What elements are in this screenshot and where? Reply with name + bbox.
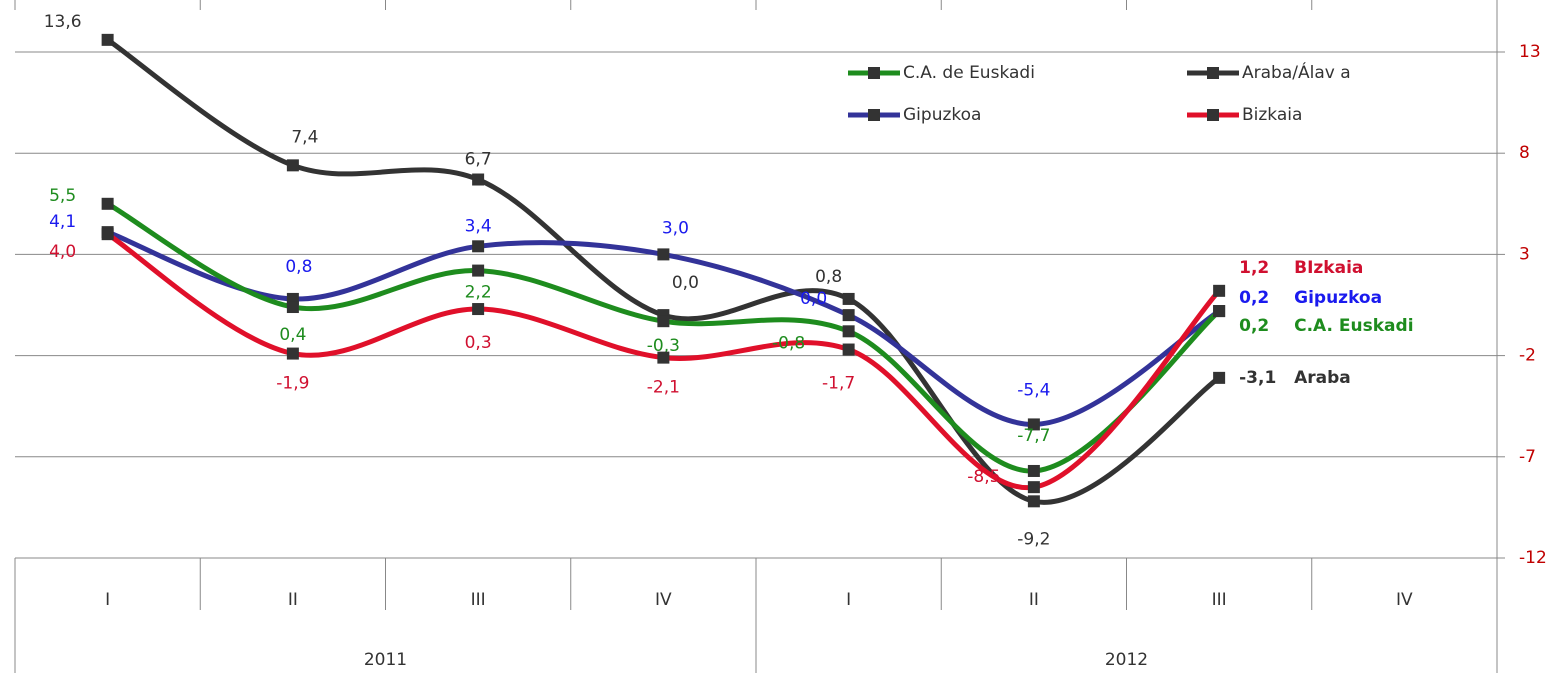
value-label: -0,3 [647,336,680,356]
value-label: -5,4 [1017,380,1050,400]
legend-label: Gipuzkoa [903,105,981,125]
value-label: 4,1 [49,212,76,232]
point-marker [1027,495,1040,508]
point-marker [472,303,485,316]
x-tick-label: IV [1396,590,1413,610]
series-line [106,37,1221,505]
end-value-label: 0,2 [1239,316,1269,336]
point-marker [1027,464,1040,477]
point-marker [472,173,485,186]
value-label: 0,4 [279,325,306,345]
point-marker [286,301,299,314]
point-marker [1027,481,1040,494]
value-label: 0,0 [672,273,699,293]
y-tick-label: -2 [1519,346,1536,366]
point-marker [472,264,485,277]
value-label: -1,7 [822,374,855,394]
point-marker [657,315,670,328]
value-label: -9,2 [1017,529,1050,549]
group-label: 2011 [364,650,407,670]
point-marker [657,248,670,261]
point-marker [472,240,485,253]
value-label: 5,5 [49,186,76,206]
point-marker [1213,305,1226,318]
value-label: 2,2 [465,283,492,303]
y-tick-label: 13 [1519,42,1541,62]
point-marker [1027,418,1040,431]
x-tick-label: III [1212,590,1227,610]
end-series-label: Gipuzkoa [1294,288,1382,308]
value-label: -8,5 [967,467,1000,487]
value-label: 4,0 [49,242,76,262]
x-tick-label: II [288,590,298,610]
end-series-label: C.A. Euskadi [1294,316,1413,336]
legend-label: Bizkaia [1242,105,1302,125]
end-series-label: Araba [1294,368,1351,388]
y-tick-label: -12 [1519,548,1547,568]
point-marker [842,292,855,305]
value-label: 3,4 [465,216,492,236]
point-marker [101,228,114,241]
y-tick-label: 8 [1519,143,1530,163]
x-tick-label: IV [655,590,672,610]
end-value-label: -3,1 [1239,368,1276,388]
value-label: 6,7 [465,150,492,170]
x-tick-label: III [471,590,486,610]
y-tick-label: -7 [1519,447,1536,467]
point-marker [657,351,670,364]
legend-label: C.A. de Euskadi [903,63,1035,83]
value-label: 0,8 [815,267,842,287]
point-marker [1213,371,1226,384]
end-value-label: 1,2 [1239,258,1269,278]
legend-marker [1207,109,1219,121]
point-marker [842,343,855,356]
point-marker [286,159,299,172]
x-tick-label: II [1029,590,1039,610]
legend-marker [868,109,880,121]
y-tick-label: 3 [1519,244,1530,264]
legend-marker [1207,67,1219,79]
value-label: -7,7 [1017,426,1050,446]
value-label: -2,1 [647,378,680,398]
x-tick-label: I [846,590,851,610]
legend-label: Araba/Álav a [1242,61,1351,83]
value-label: -0,8 [772,333,805,353]
value-label: 7,4 [291,127,318,147]
point-marker [842,309,855,322]
value-label: 3,0 [662,218,689,238]
group-label: 2012 [1105,650,1148,670]
point-marker [1213,284,1226,297]
value-label: 13,6 [44,12,82,32]
value-label: 0,8 [285,257,312,277]
legend-marker [868,67,880,79]
point-marker [286,347,299,360]
end-value-label: 0,2 [1239,288,1269,308]
value-label: 0,3 [465,333,492,353]
x-tick-label: I [105,590,110,610]
value-label: 0,0 [800,289,827,309]
value-label: -1,9 [276,374,309,394]
point-marker [101,33,114,46]
end-series-label: BIzkaia [1294,258,1363,278]
point-marker [101,197,114,210]
point-marker [842,325,855,338]
